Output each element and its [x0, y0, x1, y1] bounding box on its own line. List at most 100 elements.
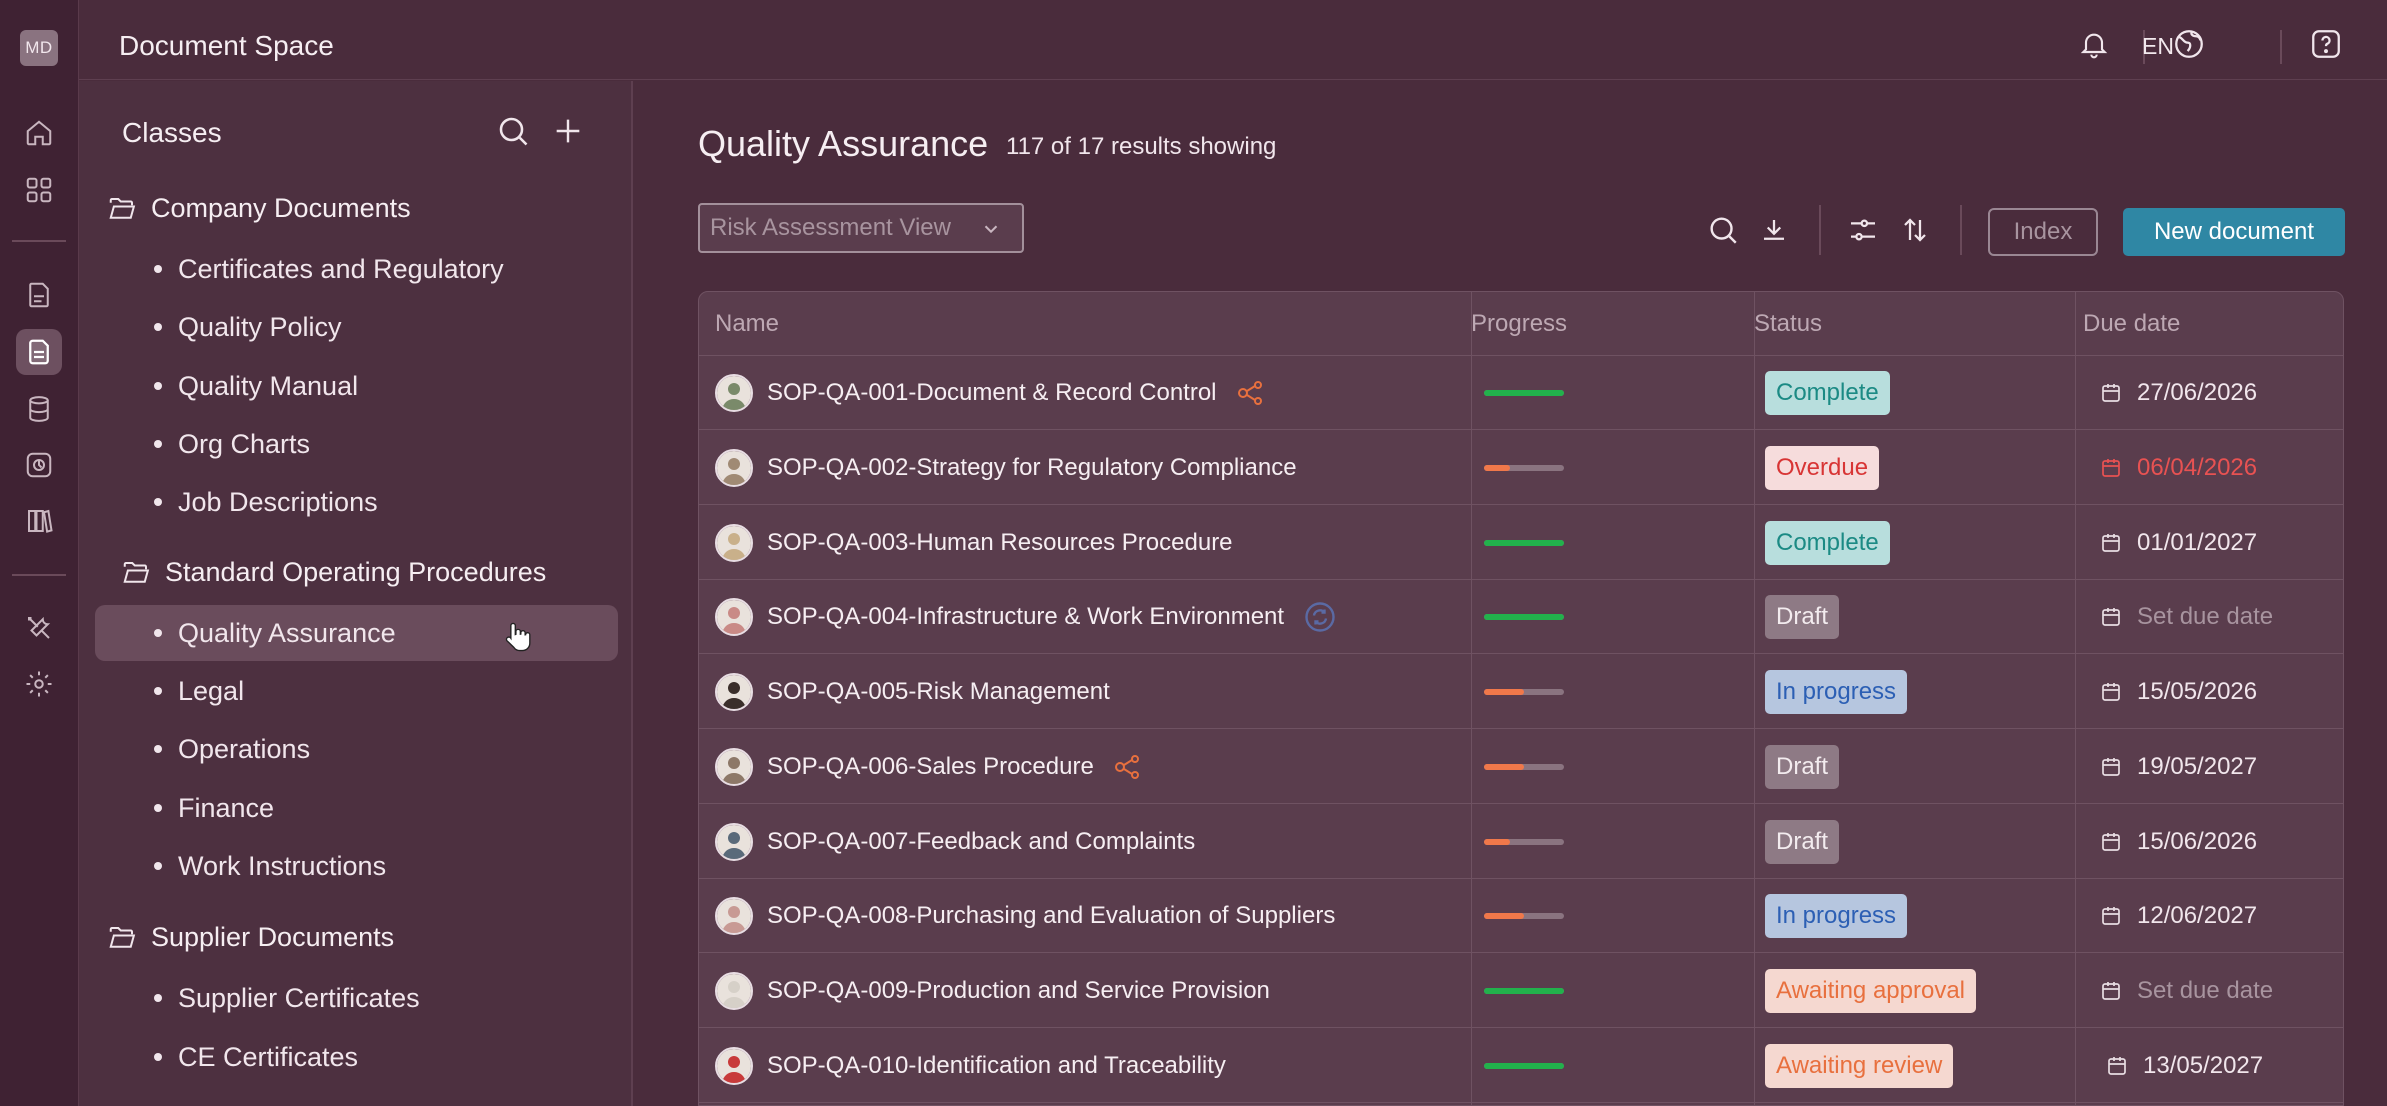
add-class-icon[interactable] [548, 111, 588, 151]
document-name[interactable]: SOP-QA-010-Identification and Traceabili… [767, 1052, 1226, 1079]
view-select[interactable]: Risk Assessment View [698, 203, 1024, 253]
tree-item-quality-assurance[interactable]: Quality Assurance [95, 605, 618, 661]
column-header-status[interactable]: Status [1754, 310, 1823, 337]
globe-icon[interactable] [2171, 26, 2207, 62]
tree-item-work-instructions[interactable]: Work Instructions [146, 838, 670, 894]
due-date-cell[interactable]: 19/05/2027 [2099, 730, 2257, 804]
settings-icon[interactable] [16, 661, 62, 707]
document-name[interactable]: SOP-QA-005-Risk Management [767, 678, 1110, 705]
status-badge[interactable]: Draft [1765, 745, 1840, 789]
owner-avatar[interactable] [715, 897, 753, 935]
status-badge[interactable]: Complete [1765, 521, 1890, 565]
column-header-progress[interactable]: Progress [1471, 310, 1568, 337]
document-space-icon[interactable] [16, 329, 62, 375]
table-row[interactable]: SOP-QA-002-Strategy for Regulatory Compl… [699, 431, 2343, 505]
status-badge[interactable]: In progress [1765, 894, 1908, 938]
due-date-cell[interactable]: 15/05/2026 [2099, 655, 2257, 729]
document-name[interactable]: SOP-QA-009-Production and Service Provis… [767, 977, 1270, 1004]
table-row[interactable]: SOP-QA-005-Risk Management In progress 15/… [699, 655, 2343, 729]
library-icon[interactable] [16, 498, 62, 544]
table-row[interactable]: SOP-QA-004-Infrastructure & Work Environ… [699, 580, 2343, 654]
sync-icon[interactable] [1302, 599, 1338, 635]
database-icon[interactable] [16, 386, 62, 432]
bullet [154, 862, 162, 870]
folder-company-documents[interactable]: Company Documents [107, 193, 411, 224]
document-name[interactable]: SOP-QA-006-Sales Procedure [767, 753, 1094, 780]
status-badge[interactable]: Overdue [1765, 446, 1880, 490]
search-icon[interactable] [493, 111, 533, 151]
new-document-button[interactable]: New document [2123, 208, 2345, 256]
owner-avatar[interactable] [715, 524, 753, 562]
status-badge[interactable]: Draft [1765, 595, 1840, 639]
due-date-cell[interactable]: 27/06/2026 [2099, 356, 2257, 430]
table-row[interactable]: SOP-QA-009-Production and Service Provis… [699, 954, 2343, 1028]
download-icon[interactable] [1755, 211, 1793, 249]
documents-icon[interactable] [16, 272, 62, 318]
apps-grid-icon[interactable] [16, 167, 62, 213]
owner-avatar[interactable] [715, 748, 753, 786]
index-button[interactable]: Index [1988, 208, 2098, 256]
tree-item-quality-manual[interactable]: Quality Manual [146, 358, 670, 414]
document-name[interactable]: SOP-QA-007-Feedback and Complaints [767, 828, 1196, 855]
tree-item-ce-certificates[interactable]: CE Certificates [146, 1029, 670, 1085]
tree-item-certificates-and-regulatory[interactable]: Certificates and Regulatory [146, 241, 670, 297]
tree-item-org-charts[interactable]: Org Charts [146, 416, 670, 472]
document-name[interactable]: SOP-QA-001-Document & Record Control [767, 379, 1217, 406]
share-flow-icon[interactable] [1235, 380, 1265, 406]
due-date-cell[interactable]: 06/04/2026 [2099, 431, 2257, 505]
tree-item-operations[interactable]: Operations [146, 721, 670, 777]
tree-item-job-descriptions[interactable]: Job Descriptions [146, 474, 670, 530]
document-name[interactable]: SOP-QA-003-Human Resources Procedure [767, 529, 1233, 556]
tree-item-finance[interactable]: Finance [146, 780, 670, 836]
table-row[interactable]: SOP-QA-003-Human Resources Procedure Comp… [699, 506, 2343, 580]
folder-standard-operating-procedures[interactable]: Standard Operating Procedures [121, 557, 546, 588]
home-icon[interactable] [16, 110, 62, 156]
search-icon[interactable] [1704, 211, 1742, 249]
owner-avatar[interactable] [715, 673, 753, 711]
help-icon[interactable] [2308, 26, 2344, 62]
bullet [154, 1053, 162, 1061]
column-header-due-date[interactable]: Due date [2083, 310, 2181, 337]
due-date-cell[interactable]: Set due date [2099, 580, 2273, 654]
due-date-cell[interactable]: 01/01/2027 [2099, 506, 2257, 580]
name-cell: SOP-QA-001-Document & Record Control [715, 356, 1265, 430]
tree-item-legal[interactable]: Legal [146, 663, 670, 719]
sort-icon[interactable] [1896, 211, 1934, 249]
due-date-cell[interactable]: Set due date [2099, 954, 2273, 1028]
audit-icon[interactable] [16, 442, 62, 488]
table-row[interactable]: SOP-QA-007-Feedback and Complaints Draft 1… [699, 805, 2343, 879]
tools-icon[interactable] [16, 605, 62, 651]
due-date: Set due date [2099, 603, 2273, 631]
bell-icon[interactable] [2076, 26, 2112, 62]
owner-avatar[interactable] [715, 374, 753, 412]
status-badge[interactable]: Complete [1765, 371, 1890, 415]
status-badge[interactable]: Awaiting approval [1765, 969, 1977, 1013]
owner-avatar[interactable] [715, 972, 753, 1010]
due-date-cell[interactable]: 12/06/2027 [2099, 879, 2257, 953]
tree-item-quality-policy[interactable]: Quality Policy [146, 299, 670, 355]
document-name[interactable]: SOP-QA-004-Infrastructure & Work Environ… [767, 603, 1285, 630]
due-date-cell[interactable]: 13/05/2027 [2105, 1029, 2263, 1103]
owner-avatar[interactable] [715, 598, 753, 636]
owner-avatar[interactable] [715, 449, 753, 487]
progress-cell [1484, 655, 1564, 729]
status-badge[interactable]: In progress [1765, 670, 1908, 714]
document-name[interactable]: SOP-QA-008-Purchasing and Evaluation of … [767, 902, 1336, 929]
table-row[interactable]: SOP-QA-001-Document & Record Control Comp… [699, 356, 2343, 430]
due-date-cell[interactable]: 15/06/2026 [2099, 805, 2257, 879]
owner-avatar[interactable] [715, 1047, 753, 1085]
status-badge[interactable]: Awaiting review [1765, 1044, 1954, 1088]
share-flow-icon[interactable] [1112, 754, 1142, 780]
user-avatar[interactable]: MD [20, 30, 58, 66]
owner-avatar[interactable] [715, 823, 753, 861]
tree-item-supplier-certificates[interactable]: Supplier Certificates [146, 970, 670, 1026]
column-header-name[interactable]: Name [715, 310, 780, 337]
folder-supplier-documents[interactable]: Supplier Documents [107, 922, 394, 953]
filter-sliders-icon[interactable] [1844, 211, 1882, 249]
table-row[interactable]: SOP-QA-006-Sales Procedure Draft 19/05/202… [699, 730, 2343, 804]
table-row[interactable]: SOP-QA-008-Purchasing and Evaluation of … [699, 879, 2343, 953]
table-row[interactable]: SOP-QA-010-Identification and Traceabili… [699, 1029, 2343, 1103]
status-badge[interactable]: Draft [1765, 820, 1840, 864]
document-name[interactable]: SOP-QA-002-Strategy for Regulatory Compl… [767, 454, 1297, 481]
language-selector[interactable]: EN [2142, 33, 2174, 59]
